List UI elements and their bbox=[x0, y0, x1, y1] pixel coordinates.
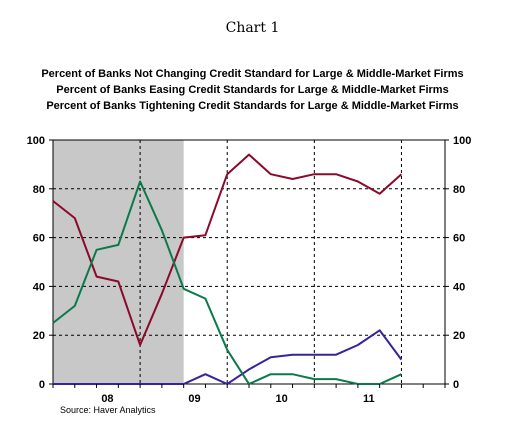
recession-shading bbox=[53, 140, 184, 384]
y-tick-label-right: 80 bbox=[453, 184, 465, 196]
legend-entry-tightening: Percent of Banks Tightening Credit Stand… bbox=[46, 100, 459, 112]
x-tick-label: 08 bbox=[101, 393, 113, 405]
y-tick-label-right: 60 bbox=[453, 233, 465, 245]
y-tick-label-right: 40 bbox=[453, 281, 465, 293]
legend-entry-easing: Percent of Banks Easing Credit Standards… bbox=[56, 84, 449, 96]
y-tick-label-left: 80 bbox=[33, 184, 45, 196]
x-tick-label: 11 bbox=[363, 393, 375, 405]
chart-title: Chart 1 bbox=[225, 20, 280, 36]
y-tick-label-left: 100 bbox=[27, 135, 45, 147]
series-line-2 bbox=[52, 180, 402, 385]
y-tick-label-left: 40 bbox=[33, 281, 45, 293]
y-tick-label-left: 20 bbox=[33, 330, 45, 342]
series-line-0 bbox=[52, 153, 403, 346]
legend-entry-not-changing: Percent of Banks Not Changing Credit Sta… bbox=[41, 68, 464, 80]
y-tick-label-right: 20 bbox=[453, 330, 465, 342]
y-tick-label-right: 0 bbox=[453, 379, 459, 391]
y-tick-label-right: 100 bbox=[453, 135, 471, 147]
source-note: Source: Haver Analytics bbox=[60, 405, 156, 415]
y-tick-label-left: 60 bbox=[33, 233, 45, 245]
x-tick-label: 10 bbox=[276, 393, 288, 405]
x-tick-label: 09 bbox=[188, 393, 200, 405]
y-tick-label-left: 0 bbox=[39, 379, 45, 391]
